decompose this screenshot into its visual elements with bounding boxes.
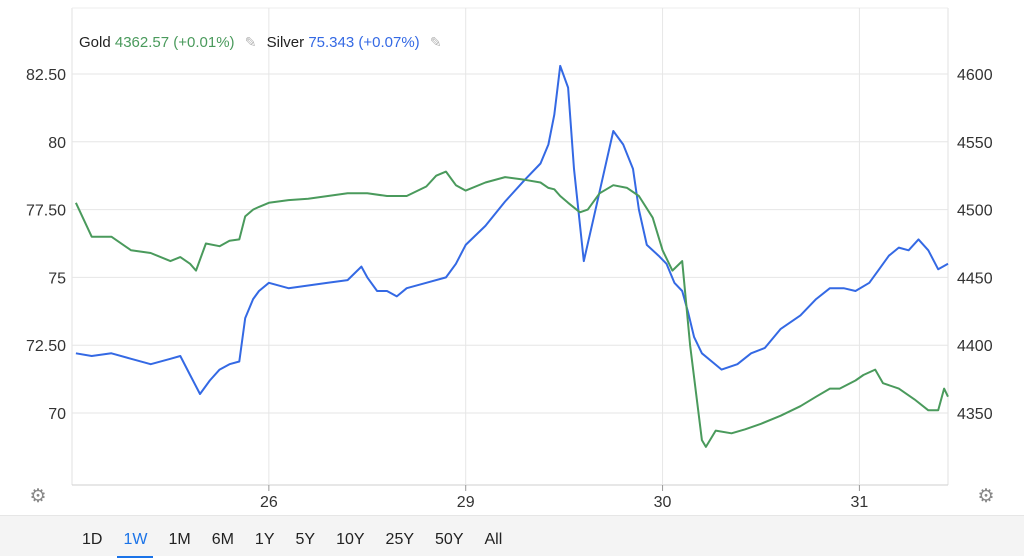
right-tick-label: 4350 [957, 406, 993, 423]
range-button-5y[interactable]: 5Y [295, 531, 316, 548]
right-tick-label: 4600 [957, 67, 993, 84]
x-tick-label: 31 [851, 494, 869, 511]
range-button-1w[interactable]: 1W [117, 528, 154, 558]
chart-area: 82.50 80 77.50 75 72.50 70 4600 4550 4500 4450 44… [26, 7, 993, 511]
gear-icon[interactable]: ⚙ [977, 486, 995, 507]
silver-legend-name: Silver [266, 34, 305, 51]
gold-legend-change: (+0.01%) [173, 34, 235, 51]
x-tick-label: 30 [654, 494, 672, 511]
left-tick-label: 77.50 [26, 203, 66, 220]
pencil-icon[interactable]: ✎ [429, 34, 442, 50]
range-toolbar: 1D 1W 1M 6M 1Y 5Y 10Y 25Y 50Y All [0, 515, 1024, 558]
series-lines [74, 64, 949, 448]
silver-legend-change: (+0.07%) [358, 34, 420, 51]
range-button-6m[interactable]: 6M [211, 531, 234, 548]
range-buttons: 1D 1W 1M 6M 1Y 5Y 10Y 25Y 50Y All [76, 528, 517, 558]
left-tick-label: 70 [48, 406, 66, 423]
right-tick-label: 4550 [957, 135, 993, 152]
x-tick-label: 29 [457, 494, 475, 511]
x-tick-label: 26 [260, 494, 278, 511]
right-tick-label: 4400 [957, 338, 993, 355]
range-button-10y[interactable]: 10Y [336, 531, 365, 548]
left-axis-ticks: 82.50 80 77.50 75 72.50 70 [26, 67, 66, 423]
silver-series-line [75, 64, 949, 395]
range-button-all[interactable]: All [484, 531, 503, 548]
pencil-icon[interactable]: ✎ [244, 34, 257, 50]
right-axis-ticks: 4600 4550 4500 4450 4400 4350 [957, 67, 993, 423]
left-tick-label: 82.50 [26, 67, 66, 84]
gold-series-line [74, 170, 949, 448]
right-tick-label: 4450 [957, 270, 993, 287]
left-tick-label: 80 [48, 135, 66, 152]
chart-legend: Gold 4362.57 (+0.01%) ✎ Silver 75.343 (+… [79, 34, 448, 51]
left-tick-label: 75 [48, 270, 66, 287]
chart-gridlines [71, 7, 949, 486]
range-button-50y[interactable]: 50Y [435, 531, 464, 548]
left-tick-label: 72.50 [26, 338, 66, 355]
range-button-1d[interactable]: 1D [82, 531, 103, 548]
gold-legend-name: Gold [79, 34, 111, 51]
gear-icon[interactable]: ⚙ [29, 486, 47, 507]
gold-legend-value: 4362.57 [114, 34, 170, 51]
silver-legend-value: 75.343 [308, 34, 355, 51]
range-button-25y[interactable]: 25Y [385, 531, 415, 548]
range-button-1y[interactable]: 1Y [254, 531, 275, 548]
range-button-1m[interactable]: 1M [168, 531, 191, 548]
x-axis-ticks: 26 29 30 31 [260, 485, 868, 511]
right-tick-label: 4500 [957, 203, 993, 220]
